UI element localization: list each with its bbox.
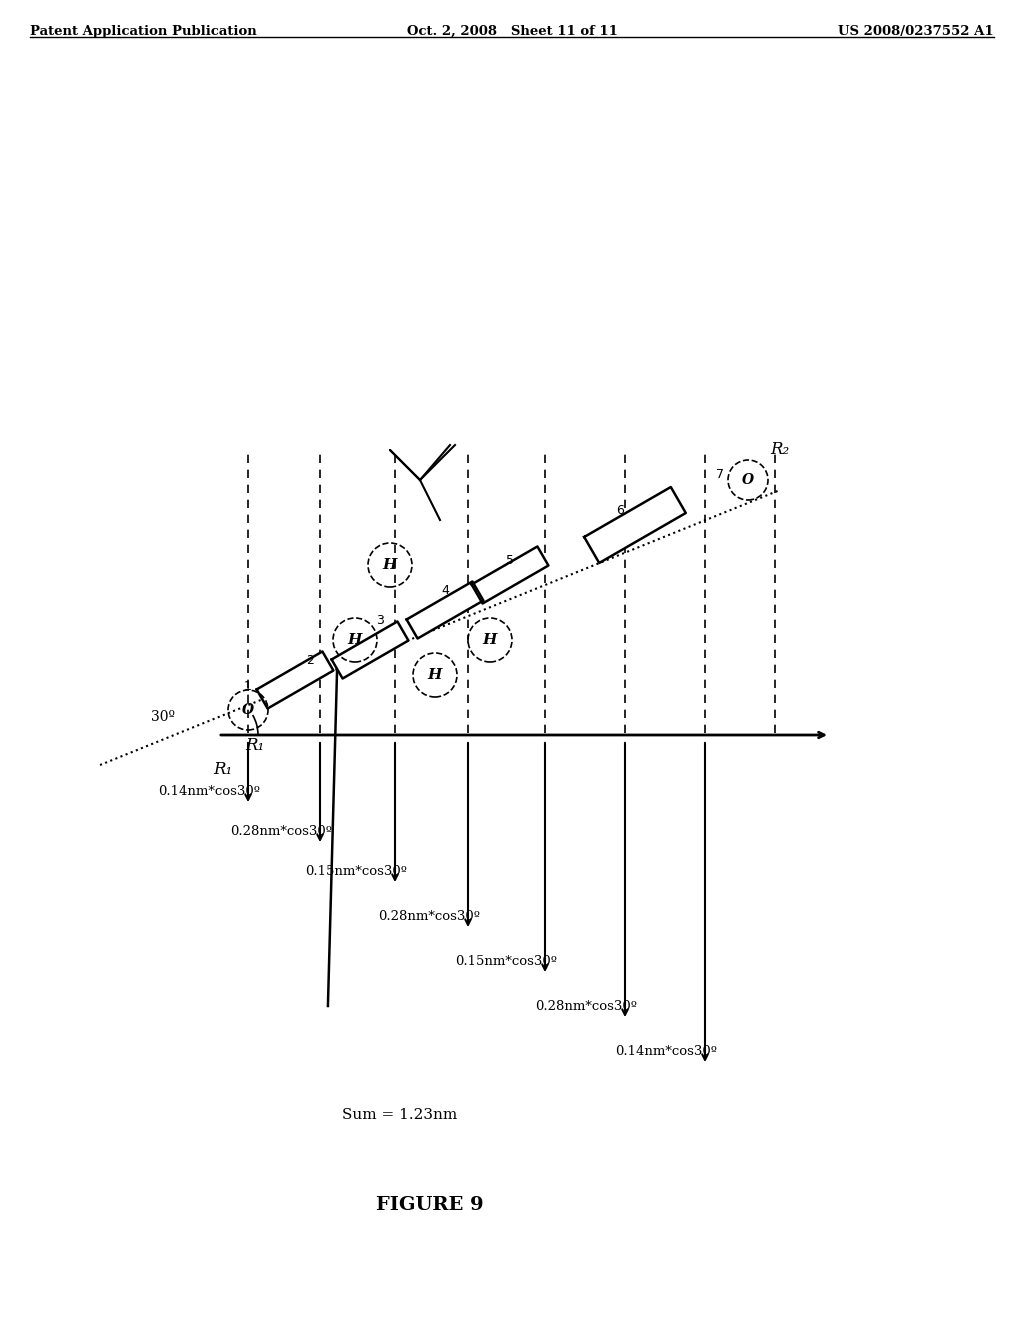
- Text: 2: 2: [306, 653, 314, 667]
- Polygon shape: [585, 487, 686, 564]
- Text: 6: 6: [616, 503, 624, 516]
- Text: Patent Application Publication: Patent Application Publication: [30, 25, 257, 38]
- Polygon shape: [407, 582, 483, 639]
- Text: 1: 1: [244, 681, 252, 693]
- Text: O: O: [242, 704, 254, 717]
- Polygon shape: [257, 652, 334, 709]
- Text: 7: 7: [716, 469, 724, 482]
- Text: H: H: [348, 634, 362, 647]
- Text: 5: 5: [506, 553, 514, 566]
- Text: H: H: [428, 668, 442, 682]
- Text: 0.15nm*cos30º: 0.15nm*cos30º: [455, 954, 557, 968]
- Text: 0.28nm*cos30º: 0.28nm*cos30º: [230, 825, 332, 838]
- Text: R₁: R₁: [213, 762, 232, 779]
- Text: FIGURE 9: FIGURE 9: [376, 1196, 483, 1214]
- Text: 30º: 30º: [151, 710, 175, 723]
- Polygon shape: [472, 546, 549, 603]
- Text: 0.14nm*cos30º: 0.14nm*cos30º: [615, 1045, 717, 1059]
- Text: 3: 3: [376, 614, 384, 627]
- Text: 0.14nm*cos30º: 0.14nm*cos30º: [158, 785, 260, 799]
- Text: Sum = 1.23nm: Sum = 1.23nm: [342, 1107, 458, 1122]
- Text: O: O: [742, 473, 754, 487]
- Text: R₁: R₁: [246, 737, 264, 754]
- Text: Oct. 2, 2008   Sheet 11 of 11: Oct. 2, 2008 Sheet 11 of 11: [407, 25, 617, 38]
- Text: 4: 4: [441, 583, 449, 597]
- Polygon shape: [332, 622, 409, 678]
- Text: H: H: [482, 634, 498, 647]
- Text: H: H: [383, 558, 397, 572]
- Text: 0.28nm*cos30º: 0.28nm*cos30º: [378, 909, 480, 923]
- Text: US 2008/0237552 A1: US 2008/0237552 A1: [839, 25, 994, 38]
- Text: R₂: R₂: [770, 441, 790, 458]
- Text: 0.28nm*cos30º: 0.28nm*cos30º: [535, 1001, 637, 1012]
- Text: 0.15nm*cos30º: 0.15nm*cos30º: [305, 865, 407, 878]
